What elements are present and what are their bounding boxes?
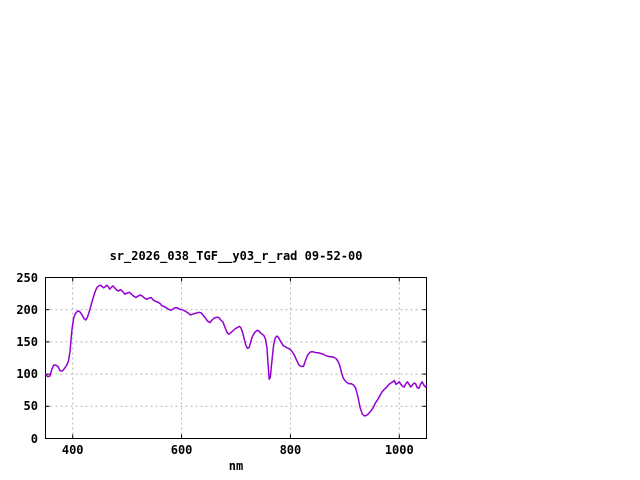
x-tick-label: 600: [170, 443, 193, 457]
y-tick-label: 250: [16, 270, 38, 285]
plot-area: [45, 277, 427, 439]
spectrum-line: [45, 284, 427, 417]
y-tick-label: 200: [16, 302, 38, 317]
y-tick-label: 50: [23, 399, 38, 414]
y-tick-label: 100: [16, 367, 38, 382]
x-tick-label: 400: [61, 443, 84, 457]
y-tick-label: 150: [16, 334, 38, 349]
y-tick-label: 0: [30, 431, 38, 446]
chart-title: sr_2026_038_TGF__y03_r_rad 09-52-00: [109, 249, 363, 263]
x-tick-label: 1000: [384, 443, 414, 457]
x-tick-label: 800: [279, 443, 302, 457]
plot-border: [45, 277, 427, 439]
x-axis-title: nm: [228, 459, 244, 473]
